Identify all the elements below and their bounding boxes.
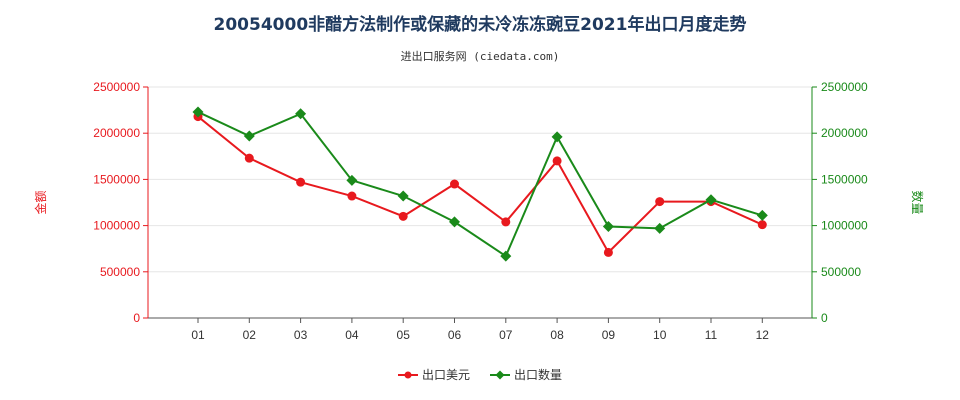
left-tick-label: 500000 — [100, 265, 140, 279]
export-usd-point[interactable] — [501, 217, 511, 227]
left-tick-label: 1000000 — [93, 219, 140, 233]
right-tick-label: 2500000 — [821, 80, 868, 94]
x-tick-label: 12 — [756, 328, 770, 342]
series-layer — [192, 106, 768, 262]
left-tick-label: 0 — [133, 311, 140, 325]
left-axis-title: 金额 — [33, 190, 48, 214]
export-usd-point[interactable] — [603, 247, 613, 257]
export-quantity-point[interactable] — [295, 108, 307, 120]
export-usd-point[interactable] — [757, 220, 767, 230]
export-quantity-line — [197, 111, 763, 258]
x-tick-label: 03 — [294, 328, 308, 342]
export-quantity-point[interactable] — [397, 190, 409, 202]
export-usd-point[interactable] — [450, 179, 459, 189]
left-tick-label: 1500000 — [93, 172, 140, 186]
series-export-quantity — [192, 106, 768, 262]
left-tick-label: 2500000 — [93, 80, 140, 94]
right-tick-label: 500000 — [821, 265, 861, 279]
export-quantity-point[interactable] — [192, 106, 204, 118]
legend-item-export-usd[interactable]: 出口美元 — [398, 368, 470, 382]
chart-subtitle: 进出口服务网 (ciedata.com) — [400, 50, 560, 63]
export-usd-point[interactable] — [347, 191, 357, 201]
export-quantity-point[interactable] — [602, 221, 614, 233]
x-tick-label: 07 — [499, 328, 513, 342]
export-quantity-point[interactable] — [449, 216, 460, 228]
legend-marker — [404, 371, 412, 379]
legend-label: 出口美元 — [422, 368, 470, 382]
legend[interactable]: 出口美元 出口数量 — [398, 367, 562, 382]
chart-title: 20054000非醋方法制作或保藏的未冷冻冻豌豆2021年出口月度走势 — [213, 15, 747, 35]
export-quantity-point[interactable] — [654, 222, 666, 234]
export-usd-point[interactable] — [655, 197, 665, 207]
legend-marker — [495, 370, 505, 380]
x-tick-label: 05 — [397, 328, 411, 342]
x-tick-label: 02 — [243, 328, 257, 342]
right-tick-label: 0 — [821, 311, 828, 325]
series-export-usd — [193, 112, 767, 257]
x-tick-label: 04 — [345, 328, 359, 342]
export-quantity-point[interactable] — [346, 174, 358, 186]
axes: 0 500000 1000000 1500000 2000000 2500000 0 5000… — [33, 80, 925, 342]
x-tick-label: 10 — [653, 328, 667, 342]
legend-label: 出口数量 — [514, 367, 562, 382]
right-tick-label: 1000000 — [821, 219, 868, 233]
x-tick-label: 09 — [602, 328, 616, 342]
left-tick-label: 2000000 — [93, 126, 140, 140]
export-quantity-point[interactable] — [243, 130, 255, 142]
export-quantity-point[interactable] — [756, 209, 768, 221]
right-axis-title: 数量 — [910, 190, 925, 214]
export-quantity-point[interactable] — [551, 131, 563, 143]
export-usd-line — [197, 115, 763, 255]
right-tick-label: 2000000 — [821, 126, 868, 140]
export-usd-point[interactable] — [244, 153, 254, 163]
export-quantity-point[interactable] — [705, 194, 717, 206]
export-usd-point[interactable] — [398, 211, 408, 221]
x-tick-label: 06 — [448, 328, 462, 342]
x-tick-label: 01 — [191, 328, 205, 342]
legend-item-export-quantity[interactable]: 出口数量 — [490, 367, 562, 382]
export-quantity-point[interactable] — [500, 250, 512, 262]
right-tick-label: 1500000 — [821, 172, 868, 186]
export-usd-point[interactable] — [296, 177, 306, 187]
x-tick-label: 11 — [705, 328, 718, 342]
x-tick-label: 08 — [550, 328, 564, 342]
export-usd-point[interactable] — [552, 156, 562, 166]
